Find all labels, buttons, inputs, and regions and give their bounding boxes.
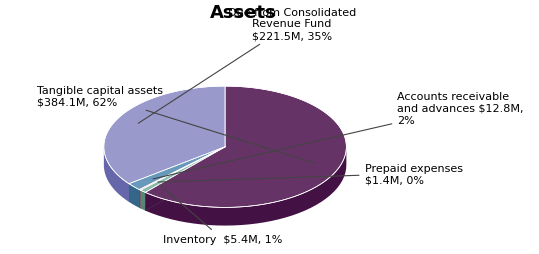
Polygon shape bbox=[141, 147, 225, 209]
Polygon shape bbox=[141, 147, 225, 209]
Polygon shape bbox=[129, 184, 139, 208]
Title: Assets: Assets bbox=[210, 4, 277, 22]
Polygon shape bbox=[141, 147, 225, 209]
Polygon shape bbox=[141, 147, 225, 193]
Polygon shape bbox=[129, 147, 225, 190]
Polygon shape bbox=[129, 147, 225, 202]
Polygon shape bbox=[146, 147, 225, 211]
Polygon shape bbox=[139, 147, 225, 190]
Polygon shape bbox=[139, 147, 225, 208]
Polygon shape bbox=[104, 87, 225, 184]
Text: Tangible capital assets
$384.1M, 62%: Tangible capital assets $384.1M, 62% bbox=[37, 86, 315, 164]
Text: Accounts receivable
and advances $12.8M,
2%: Accounts receivable and advances $12.8M,… bbox=[153, 92, 524, 179]
Polygon shape bbox=[139, 190, 141, 209]
Polygon shape bbox=[104, 146, 129, 202]
Polygon shape bbox=[146, 147, 347, 226]
Polygon shape bbox=[129, 147, 225, 202]
Polygon shape bbox=[139, 147, 225, 208]
Polygon shape bbox=[146, 147, 225, 211]
Polygon shape bbox=[129, 147, 225, 202]
Text: Inventory  $5.4M, 1%: Inventory $5.4M, 1% bbox=[160, 185, 282, 244]
Polygon shape bbox=[141, 147, 225, 209]
Polygon shape bbox=[146, 147, 225, 211]
Polygon shape bbox=[129, 147, 225, 202]
Polygon shape bbox=[139, 147, 225, 208]
Polygon shape bbox=[139, 147, 225, 208]
Polygon shape bbox=[146, 87, 347, 208]
Polygon shape bbox=[141, 190, 146, 211]
Text: Prepaid expenses
$1.4M, 0%: Prepaid expenses $1.4M, 0% bbox=[158, 163, 462, 184]
Text: Due from Consolidated
Revenue Fund
$221.5M, 35%: Due from Consolidated Revenue Fund $221.… bbox=[138, 8, 356, 124]
Polygon shape bbox=[146, 147, 225, 211]
